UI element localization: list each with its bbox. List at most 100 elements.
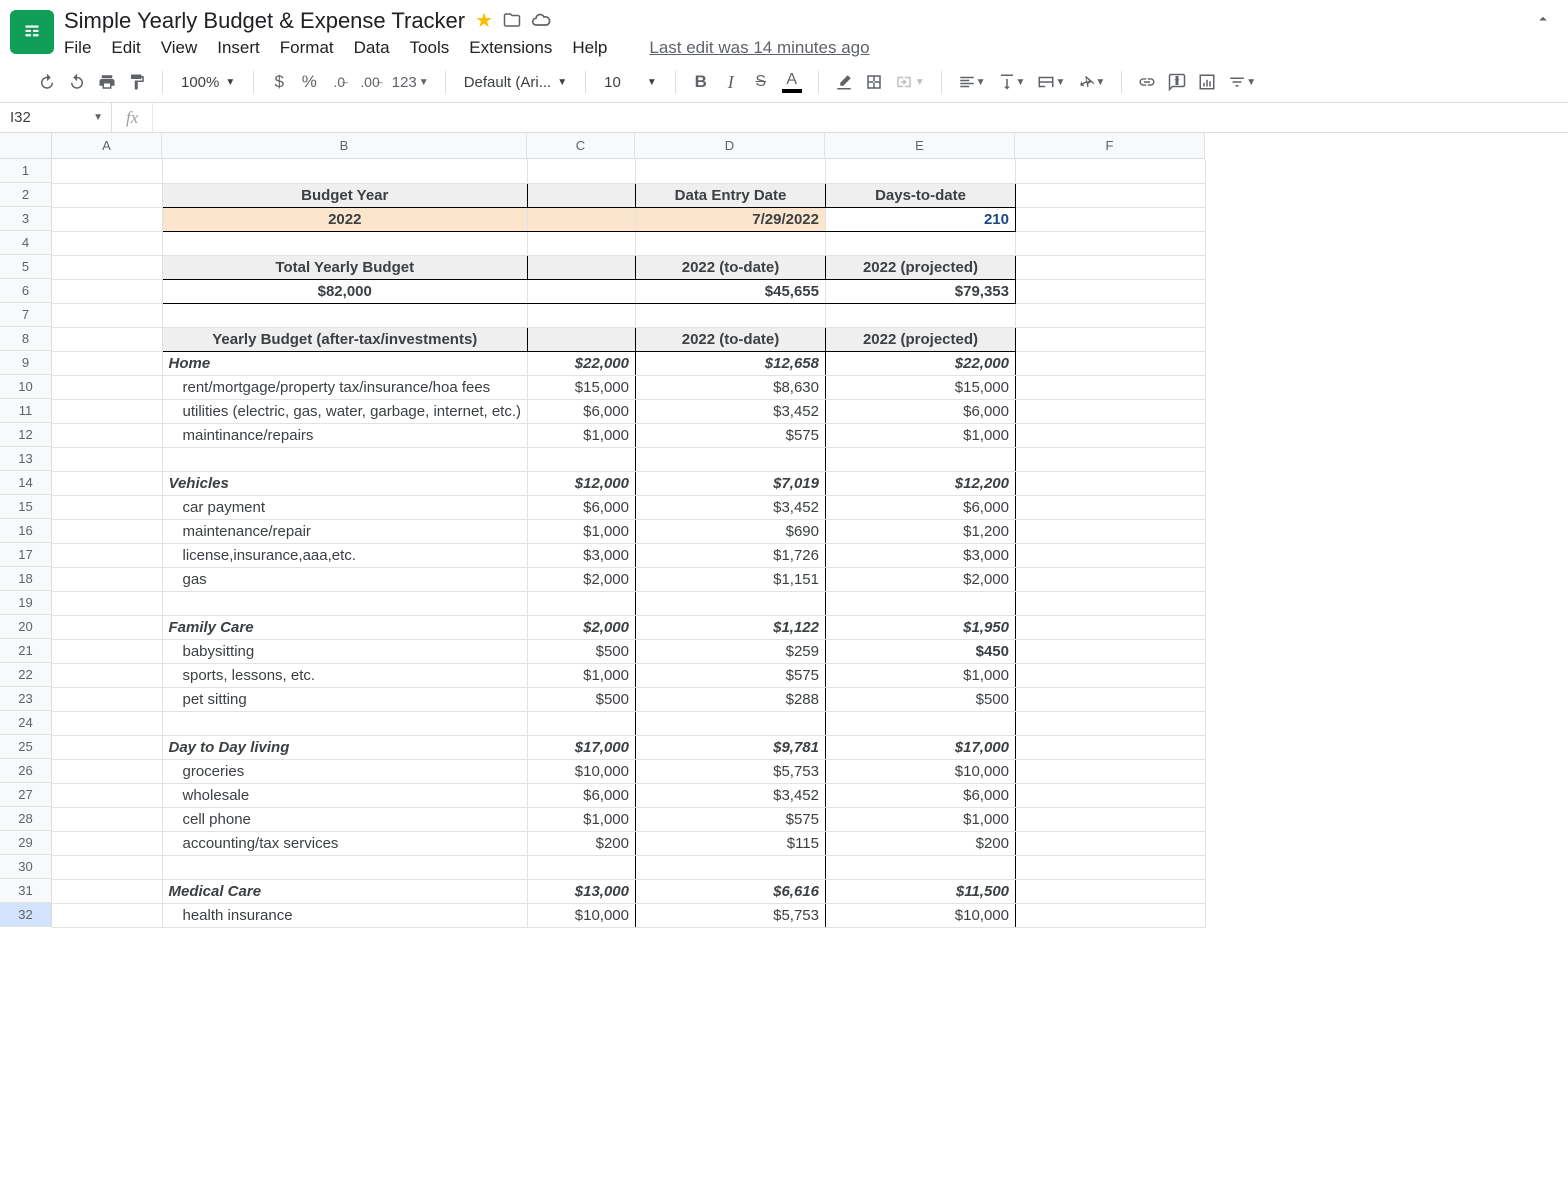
cell[interactable] (1016, 903, 1206, 927)
cell[interactable]: $12,658 (636, 351, 826, 375)
cell[interactable]: $17,000 (528, 735, 636, 759)
cell[interactable] (52, 903, 162, 927)
cell[interactable]: $200 (528, 831, 636, 855)
cell[interactable]: Family Care (162, 615, 528, 639)
cell[interactable]: $500 (826, 687, 1016, 711)
cell[interactable]: $10,000 (826, 903, 1016, 927)
cell[interactable] (52, 375, 162, 399)
decrease-decimal-button[interactable]: .0 ̲ (326, 68, 352, 96)
cell[interactable] (52, 831, 162, 855)
borders-button[interactable] (861, 68, 887, 96)
italic-button[interactable]: I (718, 68, 744, 96)
cell[interactable] (1016, 375, 1206, 399)
cell[interactable] (52, 423, 162, 447)
cell[interactable] (162, 447, 528, 471)
cell[interactable] (528, 159, 636, 183)
cell[interactable] (162, 711, 528, 735)
cell[interactable]: $200 (826, 831, 1016, 855)
cell[interactable] (826, 303, 1016, 327)
cell[interactable] (636, 591, 826, 615)
cell[interactable]: $2,000 (826, 567, 1016, 591)
cell[interactable] (528, 711, 636, 735)
menu-edit[interactable]: Edit (111, 38, 140, 58)
text-color-button[interactable]: A (778, 68, 806, 96)
cell[interactable] (1016, 279, 1206, 303)
sheets-logo[interactable] (10, 10, 54, 54)
cell[interactable]: Total Yearly Budget (162, 255, 528, 279)
cell[interactable]: $79,353 (826, 279, 1016, 303)
cell[interactable] (1016, 543, 1206, 567)
cell[interactable] (1016, 615, 1206, 639)
cell[interactable]: $259 (636, 639, 826, 663)
cell[interactable] (1016, 879, 1206, 903)
cell[interactable]: 2022 (to-date) (636, 255, 826, 279)
cell[interactable] (1016, 351, 1206, 375)
cell[interactable] (636, 231, 826, 255)
column-headers[interactable]: ABCDEF (52, 133, 1205, 159)
zoom-select[interactable]: 100%▼ (175, 68, 241, 96)
cell[interactable]: $6,000 (528, 495, 636, 519)
cell[interactable]: $12,200 (826, 471, 1016, 495)
cell[interactable]: $5,753 (636, 903, 826, 927)
menu-insert[interactable]: Insert (217, 38, 260, 58)
cell[interactable] (52, 615, 162, 639)
cell[interactable]: gas (162, 567, 528, 591)
cell[interactable] (52, 783, 162, 807)
cell[interactable] (528, 303, 636, 327)
cell[interactable]: $6,000 (826, 783, 1016, 807)
cell[interactable]: 2022 (to-date) (636, 327, 826, 351)
cell[interactable]: $22,000 (528, 351, 636, 375)
cell[interactable] (826, 855, 1016, 879)
cell[interactable] (52, 471, 162, 495)
cell[interactable]: $575 (636, 807, 826, 831)
document-title[interactable]: Simple Yearly Budget & Expense Tracker (64, 8, 465, 34)
cell[interactable]: $45,655 (636, 279, 826, 303)
cell[interactable] (52, 207, 162, 231)
cell[interactable]: 2022 (projected) (826, 327, 1016, 351)
cell[interactable]: wholesale (162, 783, 528, 807)
cell[interactable]: Data Entry Date (636, 183, 826, 207)
cell[interactable]: accounting/tax services (162, 831, 528, 855)
cell[interactable]: Days-to-date (826, 183, 1016, 207)
cell[interactable]: $6,000 (826, 399, 1016, 423)
cell[interactable] (1016, 687, 1206, 711)
cell[interactable] (826, 711, 1016, 735)
menu-format[interactable]: Format (280, 38, 334, 58)
menu-help[interactable]: Help (572, 38, 607, 58)
cell[interactable]: $3,000 (528, 543, 636, 567)
cell[interactable]: $13,000 (528, 879, 636, 903)
currency-button[interactable]: $ (266, 68, 292, 96)
cell[interactable] (52, 303, 162, 327)
cell[interactable] (162, 303, 528, 327)
cell[interactable] (528, 231, 636, 255)
cell[interactable]: $3,000 (826, 543, 1016, 567)
cell[interactable]: $1,726 (636, 543, 826, 567)
cell[interactable] (528, 591, 636, 615)
select-all-corner[interactable] (0, 133, 52, 159)
cell[interactable]: $17,000 (826, 735, 1016, 759)
cell[interactable] (1016, 231, 1206, 255)
cell[interactable]: babysitting (162, 639, 528, 663)
cell[interactable]: $3,452 (636, 783, 826, 807)
cell[interactable] (52, 855, 162, 879)
fill-color-button[interactable] (831, 68, 857, 96)
halign-button[interactable]: ▼ (954, 68, 990, 96)
cell[interactable] (1016, 495, 1206, 519)
cell[interactable] (636, 855, 826, 879)
cell[interactable] (636, 711, 826, 735)
cell[interactable]: $2,000 (528, 567, 636, 591)
cell[interactable] (1016, 855, 1206, 879)
cell[interactable] (1016, 159, 1206, 183)
cell[interactable]: $8,630 (636, 375, 826, 399)
cell[interactable] (52, 735, 162, 759)
cell[interactable] (826, 159, 1016, 183)
cell[interactable]: $6,000 (528, 399, 636, 423)
cell[interactable]: Vehicles (162, 471, 528, 495)
cell[interactable] (1016, 831, 1206, 855)
cell[interactable]: maintenance/repair (162, 519, 528, 543)
cell[interactable]: $1,000 (826, 807, 1016, 831)
cell[interactable]: $1,000 (528, 423, 636, 447)
increase-decimal-button[interactable]: .00̲ (356, 68, 383, 96)
cell[interactable]: $1,122 (636, 615, 826, 639)
cell[interactable]: $288 (636, 687, 826, 711)
